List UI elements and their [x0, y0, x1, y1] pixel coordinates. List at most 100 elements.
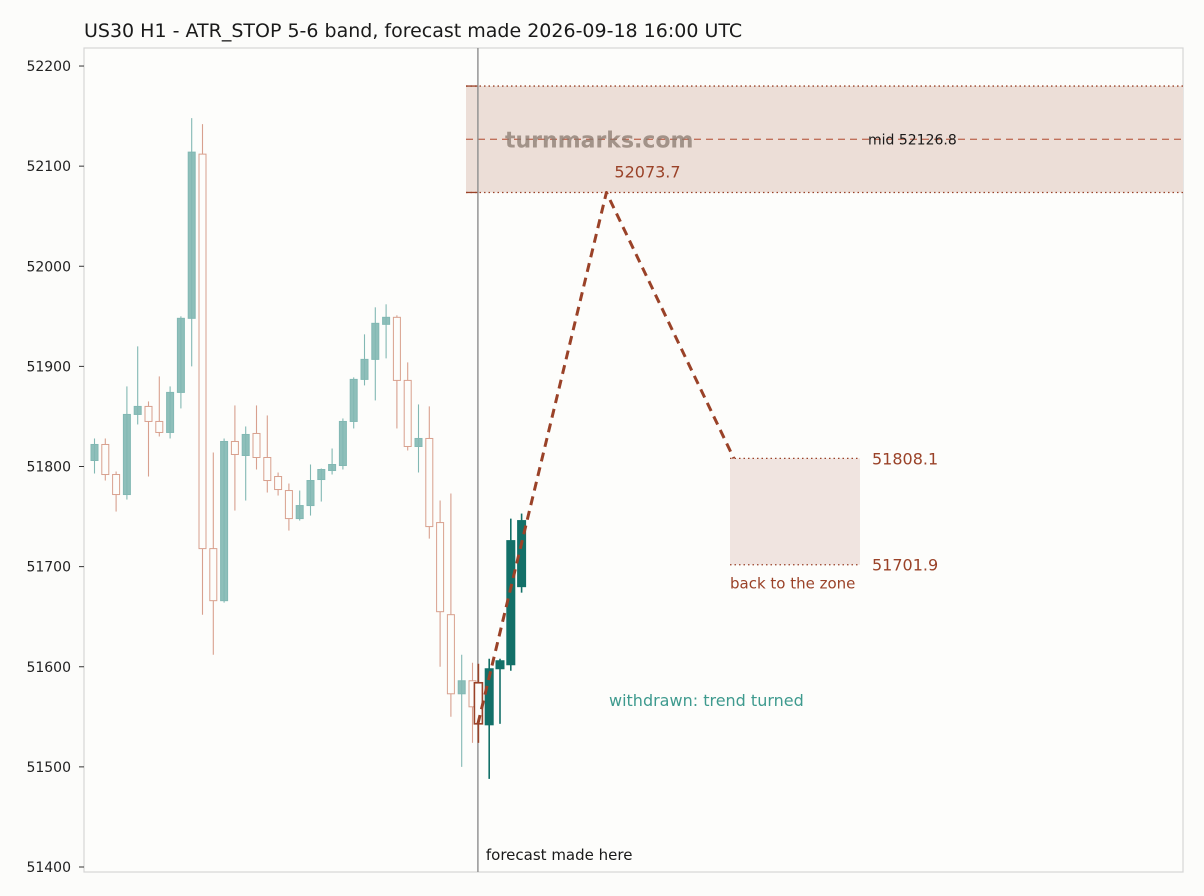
- candle-body: [230, 440, 239, 455]
- candle-body: [295, 505, 304, 520]
- status-note: withdrawn: trend turned: [609, 691, 804, 710]
- forecast-marker-label: forecast made here: [486, 846, 633, 864]
- history-candle: [263, 415, 272, 493]
- candle-body: [414, 437, 423, 447]
- candle-body: [176, 317, 185, 393]
- forecast-candle: [506, 518, 516, 671]
- candle-body: [144, 405, 153, 422]
- history-candle: [436, 500, 445, 667]
- history-candle: [198, 124, 207, 615]
- history-candle: [230, 405, 239, 511]
- candle-body: [155, 420, 164, 433]
- candle-body: [317, 469, 326, 481]
- candle-body: [252, 432, 261, 458]
- candle-body: [484, 668, 494, 726]
- history-candle: [392, 315, 401, 429]
- chart-title: US30 H1 - ATR_STOP 5-6 band, forecast ma…: [84, 20, 743, 42]
- candle-body: [349, 378, 358, 422]
- history-candle: [166, 386, 175, 439]
- candle-body: [198, 153, 207, 550]
- history-candle: [349, 377, 358, 429]
- y-tick-label: 51700: [26, 560, 71, 576]
- history-candle: [112, 471, 121, 512]
- band-fill: [466, 86, 1183, 193]
- candle-body: [382, 316, 391, 325]
- y-tick-label: 52200: [26, 59, 71, 75]
- candle-body: [284, 490, 293, 520]
- target-zone-upper-label: 51808.1: [872, 449, 938, 468]
- candle-body: [425, 437, 434, 528]
- forecast-candle: [517, 513, 527, 593]
- forecast-path: [476, 190, 736, 725]
- candle-body: [517, 520, 527, 588]
- history-candles: [90, 118, 477, 767]
- history-candle: [457, 654, 466, 767]
- candle-body: [338, 420, 347, 467]
- history-candle: [328, 448, 337, 475]
- y-tick-label: 51600: [26, 660, 71, 676]
- y-tick-label: 51500: [26, 760, 71, 776]
- peak-label: 52073.7: [614, 162, 680, 181]
- candle-body: [274, 476, 283, 491]
- history-candle: [306, 464, 315, 516]
- history-candle: [155, 376, 164, 437]
- history-candle: [317, 468, 326, 502]
- candle-body: [209, 548, 218, 602]
- candle-body: [133, 405, 142, 415]
- candle-body: [112, 474, 121, 496]
- history-candle: [220, 438, 229, 603]
- candle-body: [371, 322, 380, 360]
- candle-body: [328, 464, 337, 472]
- history-candle: [101, 438, 110, 481]
- history-candle: [122, 386, 131, 500]
- candle-body: [360, 358, 369, 380]
- y-tick-label: 51400: [26, 860, 71, 876]
- history-candle: [382, 304, 391, 359]
- band-mid-label: mid 52126.8: [868, 132, 957, 148]
- candle-body: [187, 151, 196, 319]
- candle-body: [403, 379, 412, 447]
- history-candle: [284, 483, 293, 531]
- history-candle: [144, 401, 153, 477]
- history-candle: [425, 406, 434, 539]
- candle-body: [306, 480, 315, 507]
- forecast-candle: [495, 658, 505, 724]
- candle-body: [263, 456, 272, 482]
- history-candle: [176, 316, 185, 409]
- y-tick-label: 51800: [26, 460, 71, 476]
- history-candle: [403, 362, 412, 451]
- candle-body: [90, 443, 99, 462]
- candle-body: [457, 680, 466, 695]
- candle-body: [166, 391, 175, 433]
- history-candle: [338, 418, 347, 470]
- candle-body: [446, 614, 455, 695]
- history-candle: [446, 493, 455, 717]
- y-tick-label: 52000: [26, 259, 71, 275]
- history-candle: [90, 438, 99, 474]
- history-candle: [241, 426, 250, 501]
- watermark: turnmarks.com: [505, 128, 693, 153]
- history-candle: [274, 472, 283, 496]
- candle-body: [101, 443, 110, 476]
- history-candle: [414, 404, 423, 473]
- y-axis: 51400 51500 51600 51700 51800 51900 52000 52100…: [26, 59, 84, 876]
- history-candle: [187, 118, 196, 367]
- candle-body: [122, 413, 131, 496]
- history-candle: [252, 405, 261, 470]
- candle-body: [495, 660, 505, 670]
- target-zone: [730, 457, 860, 566]
- history-candle: [360, 334, 369, 386]
- history-candle: [295, 490, 304, 521]
- forecast-band: [466, 85, 1183, 194]
- y-tick-label: 51900: [26, 359, 71, 375]
- target-zone-caption: back to the zone: [730, 575, 855, 593]
- target-zone-fill: [730, 458, 860, 565]
- history-candle: [209, 452, 218, 655]
- candle-body: [241, 433, 250, 456]
- candle-body: [392, 316, 401, 381]
- history-candle: [133, 346, 142, 425]
- y-tick-label: 52100: [26, 159, 71, 175]
- history-candle: [371, 307, 380, 401]
- candle-body: [220, 440, 229, 602]
